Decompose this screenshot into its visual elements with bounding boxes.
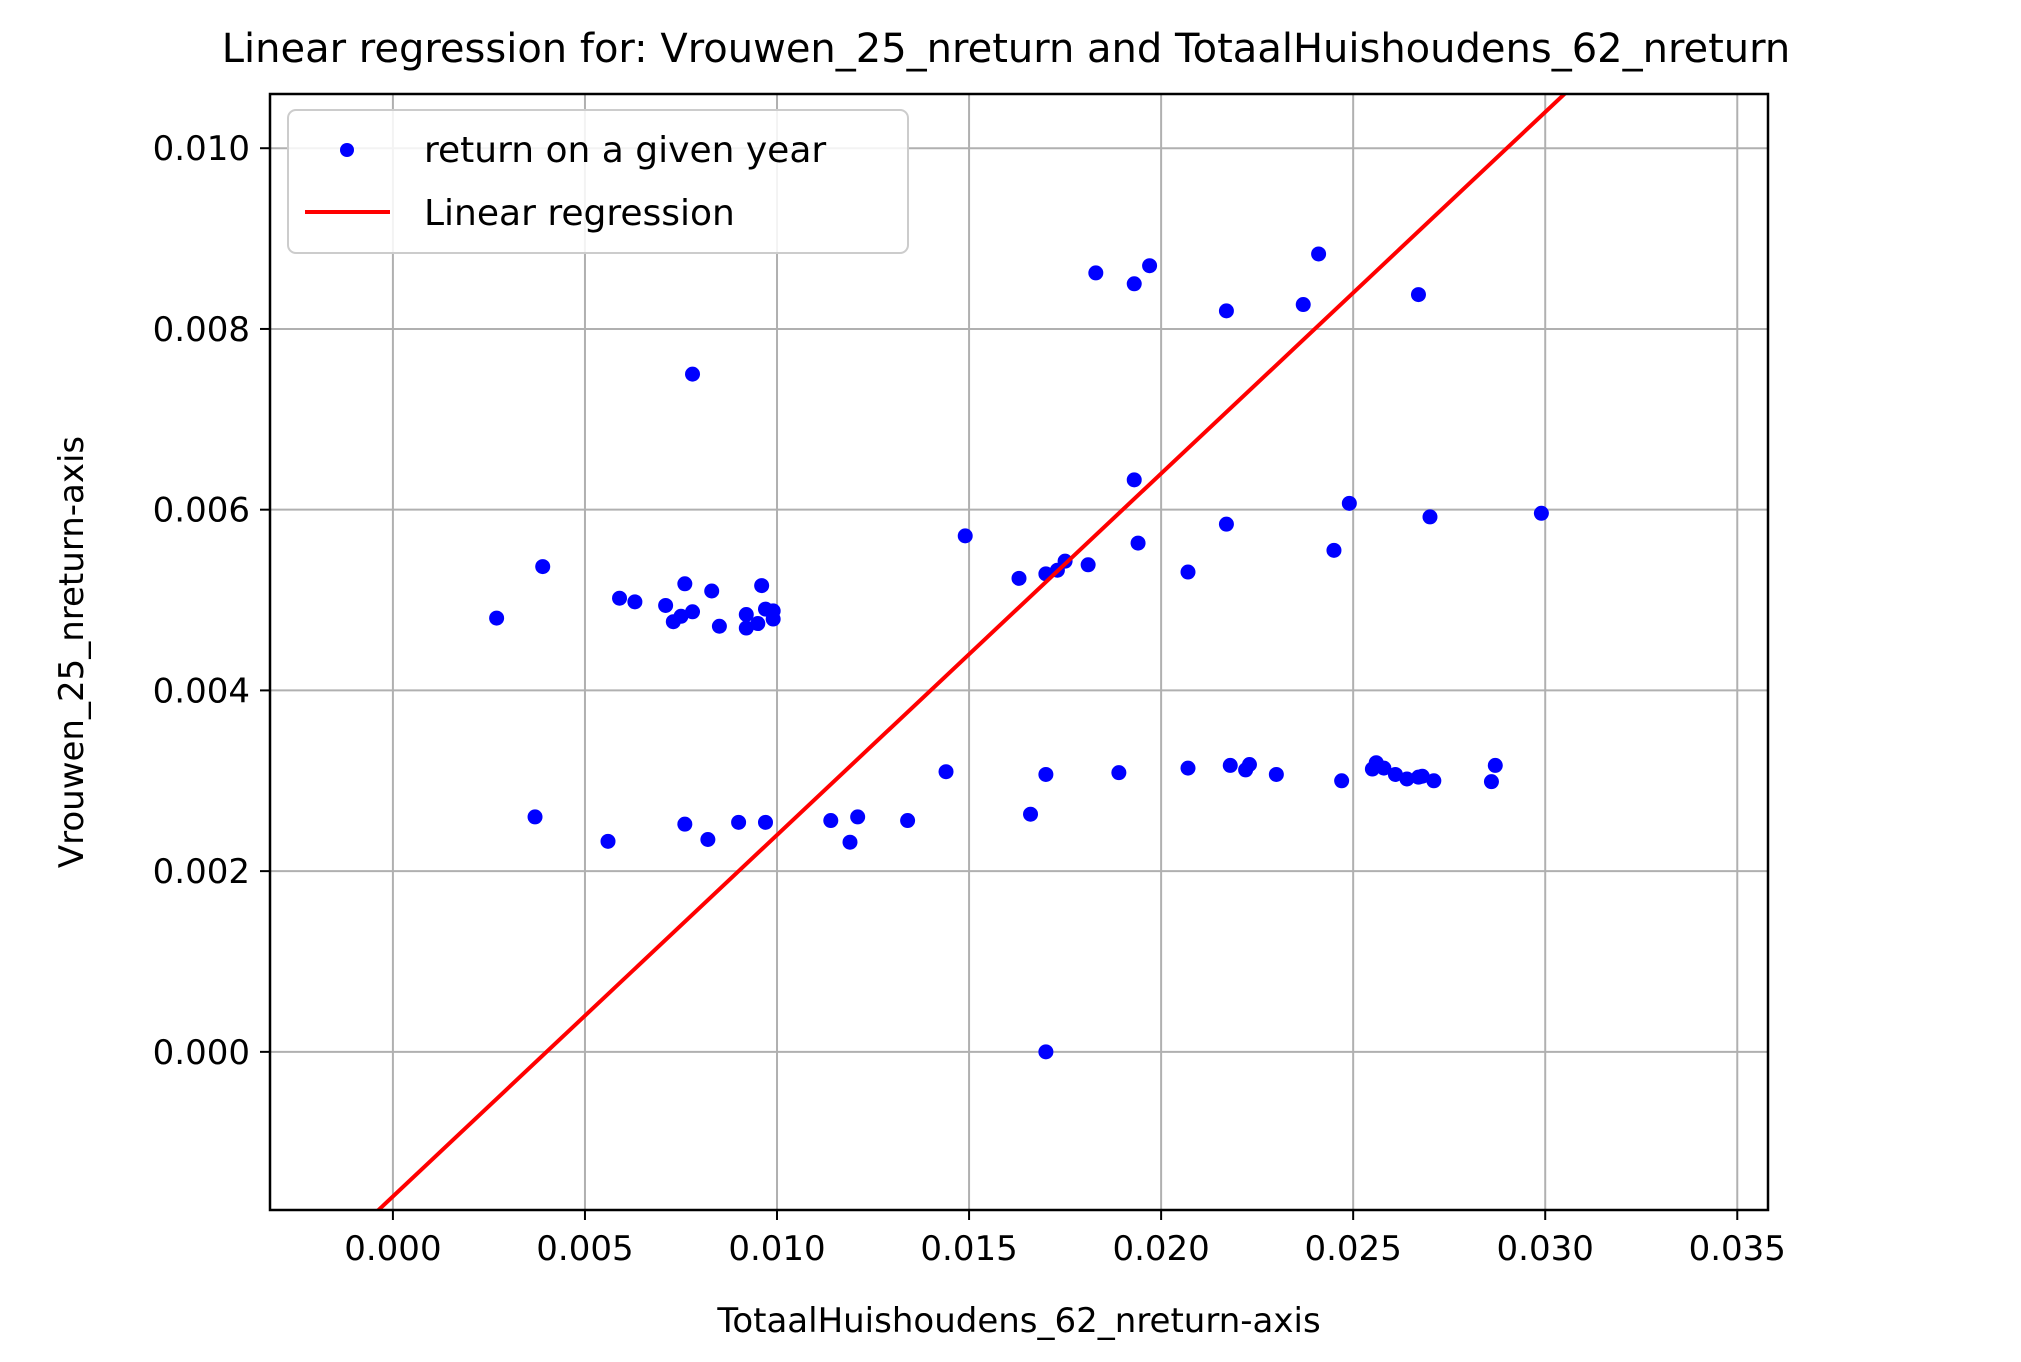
regression-line <box>375 94 1568 1210</box>
data-point <box>1023 806 1039 822</box>
data-point <box>704 583 720 599</box>
data-point <box>1130 535 1146 551</box>
data-point <box>957 528 973 544</box>
data-point <box>754 578 770 594</box>
data-point <box>1533 505 1549 521</box>
legend-marker-scatter <box>340 143 354 157</box>
data-point <box>1218 516 1234 532</box>
data-point <box>842 834 858 850</box>
data-point <box>685 366 701 382</box>
data-point <box>677 576 693 592</box>
data-point <box>677 816 693 832</box>
x-axis: 0.000 0.005 0.010 0.015 0.020 0.025 0.030 0.035 <box>344 1210 1786 1269</box>
data-point <box>1376 760 1392 776</box>
data-point <box>1038 1044 1054 1060</box>
x-tick-label: 0.030 <box>1497 1229 1594 1269</box>
data-point <box>1326 542 1342 558</box>
y-tick-label: 0.010 <box>153 129 250 169</box>
data-point <box>1218 303 1234 319</box>
data-point <box>489 610 505 626</box>
data-point <box>738 620 754 636</box>
x-tick-label: 0.025 <box>1304 1229 1401 1269</box>
legend: return on a given year Linear regression <box>287 109 909 254</box>
data-point <box>1311 246 1327 262</box>
data-point <box>1126 276 1142 292</box>
plot-frame <box>268 92 1770 1212</box>
data-point <box>1241 757 1257 773</box>
data-point <box>1088 265 1104 281</box>
data-point <box>900 813 916 829</box>
data-point <box>1180 760 1196 776</box>
data-point <box>711 618 727 634</box>
x-tick-label: 0.010 <box>728 1229 825 1269</box>
data-point <box>527 809 543 825</box>
data-point <box>750 616 766 632</box>
x-tick-label: 0.005 <box>536 1229 633 1269</box>
data-point <box>600 833 616 849</box>
legend-label-line: Linear regression <box>424 193 735 234</box>
x-tick-label: 0.020 <box>1112 1229 1209 1269</box>
data-point <box>738 606 754 622</box>
data-point <box>765 603 781 619</box>
data-point <box>1080 557 1096 573</box>
y-tick-label: 0.004 <box>153 671 250 711</box>
x-tick-label: 0.000 <box>344 1229 441 1269</box>
data-point <box>673 608 689 624</box>
data-point <box>1341 495 1357 511</box>
data-point <box>685 604 701 620</box>
x-axis-label: TotaalHuishoudens_62_nreturn-axis <box>716 1301 1320 1341</box>
chart-title: Linear regression for: Vrouwen_25_nretur… <box>222 26 1791 72</box>
data-point <box>731 814 747 830</box>
data-point <box>823 813 839 829</box>
data-point <box>612 590 628 606</box>
y-axis: 0.000 0.002 0.004 0.006 0.008 0.010 <box>153 129 270 1073</box>
data-point <box>1268 766 1284 782</box>
data-point <box>1487 757 1503 773</box>
data-point <box>1126 472 1142 488</box>
data-point <box>1387 766 1403 782</box>
legend-box <box>287 109 909 254</box>
legend-label-scatter: return on a given year <box>424 130 826 171</box>
data-point <box>1422 509 1438 525</box>
y-tick-label: 0.000 <box>153 1033 250 1073</box>
y-tick-label: 0.008 <box>153 310 250 350</box>
grid-lines <box>270 94 1768 1210</box>
y-axis-label: Vrouwen_25_nreturn-axis <box>52 436 92 868</box>
data-point <box>1038 766 1054 782</box>
data-point <box>938 764 954 780</box>
data-point <box>1334 773 1350 789</box>
data-point <box>1483 774 1499 790</box>
data-point <box>1414 768 1430 784</box>
data-point <box>627 594 643 610</box>
data-point <box>1011 570 1027 586</box>
data-point <box>1426 773 1442 789</box>
data-point <box>535 559 551 575</box>
data-point <box>757 814 773 830</box>
plot-area <box>375 94 1568 1210</box>
x-tick-label: 0.015 <box>920 1229 1017 1269</box>
data-point <box>1180 564 1196 580</box>
data-point <box>658 597 674 613</box>
data-point <box>1111 765 1127 781</box>
data-point <box>700 832 716 848</box>
y-tick-label: 0.006 <box>153 491 250 531</box>
x-tick-label: 0.035 <box>1689 1229 1786 1269</box>
y-tick-label: 0.002 <box>153 852 250 892</box>
data-point <box>850 809 866 825</box>
data-point <box>1295 297 1311 313</box>
data-point <box>1142 258 1158 274</box>
data-point <box>1222 757 1238 773</box>
data-point <box>1399 771 1415 787</box>
data-point <box>1410 287 1426 303</box>
